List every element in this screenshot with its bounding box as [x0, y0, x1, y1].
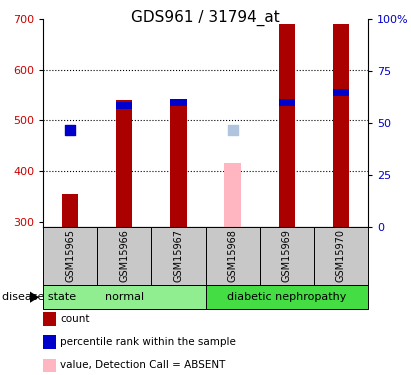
- Bar: [206, 227, 260, 285]
- Text: GSM15965: GSM15965: [65, 230, 75, 282]
- Text: GSM15967: GSM15967: [173, 230, 183, 282]
- Bar: [116, 102, 132, 109]
- Bar: [170, 100, 187, 227]
- Bar: [332, 24, 349, 227]
- Point: [67, 128, 74, 134]
- Text: diabetic nephropathy: diabetic nephropathy: [227, 292, 346, 302]
- Text: GSM15968: GSM15968: [228, 230, 238, 282]
- Text: GDS961 / 31794_at: GDS961 / 31794_at: [131, 9, 280, 26]
- Text: percentile rank within the sample: percentile rank within the sample: [60, 337, 236, 347]
- Point: [229, 128, 236, 134]
- Bar: [170, 99, 187, 106]
- Text: normal: normal: [105, 292, 144, 302]
- Bar: [97, 227, 151, 285]
- Bar: [62, 194, 79, 227]
- Text: GSM15966: GSM15966: [119, 230, 129, 282]
- Bar: [116, 100, 132, 227]
- Bar: [224, 164, 241, 227]
- Text: disease state: disease state: [2, 292, 76, 302]
- Bar: [314, 227, 368, 285]
- Bar: [43, 285, 206, 309]
- Text: value, Detection Call = ABSENT: value, Detection Call = ABSENT: [60, 360, 226, 370]
- Bar: [260, 227, 314, 285]
- Bar: [279, 99, 295, 106]
- Bar: [279, 24, 295, 227]
- Bar: [151, 227, 206, 285]
- Bar: [43, 227, 97, 285]
- Text: GSM15970: GSM15970: [336, 230, 346, 282]
- Text: GSM15969: GSM15969: [282, 230, 292, 282]
- Bar: [332, 89, 349, 96]
- Bar: [206, 285, 368, 309]
- Text: count: count: [60, 314, 90, 324]
